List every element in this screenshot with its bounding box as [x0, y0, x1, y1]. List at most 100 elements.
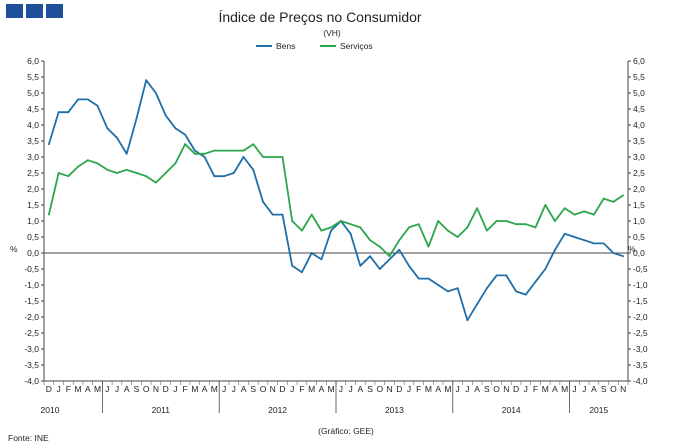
- data-point-bens: [57, 111, 60, 114]
- y-tick-label-right: -3,5: [633, 360, 648, 370]
- month-label: M: [191, 384, 198, 394]
- month-label: S: [134, 384, 140, 394]
- month-label: F: [66, 384, 71, 394]
- y-tick-label-left: 4,5: [27, 104, 39, 114]
- data-point-servicos: [164, 172, 167, 174]
- month-label: J: [524, 384, 528, 394]
- data-point-servicos: [106, 168, 109, 171]
- month-label: M: [542, 384, 549, 394]
- year-label: 2011: [152, 405, 171, 415]
- y-tick-label-right: -2,0: [633, 312, 648, 322]
- data-point-servicos: [505, 220, 508, 222]
- month-label: J: [115, 384, 119, 394]
- year-label: 2015: [589, 405, 608, 415]
- y-tick-label-left: 0,0: [27, 248, 39, 258]
- year-label: 2013: [385, 405, 404, 415]
- data-point-bens: [320, 258, 323, 261]
- data-point-bens: [583, 239, 586, 242]
- month-label: N: [503, 384, 509, 394]
- data-point-servicos: [602, 197, 605, 200]
- data-point-bens: [262, 200, 264, 203]
- month-label: M: [211, 384, 218, 394]
- chart-subtitle: (VH): [323, 28, 341, 38]
- data-point-servicos: [271, 156, 274, 158]
- month-label: J: [456, 384, 460, 394]
- data-point-bens: [573, 236, 576, 238]
- data-point-bens: [476, 303, 479, 306]
- data-point-bens: [398, 248, 401, 251]
- y-tick-label-right: 1,0: [633, 216, 645, 226]
- y-tick-label-right: 4,5: [633, 104, 645, 114]
- data-point-bens: [544, 268, 547, 270]
- data-point-servicos: [398, 239, 401, 242]
- data-point-servicos: [583, 210, 586, 213]
- data-point-bens: [77, 98, 79, 101]
- y-tick-label-right: 3,0: [633, 152, 645, 162]
- y-tick-label-left: -1,0: [24, 280, 39, 290]
- logo: [6, 4, 63, 18]
- data-point-servicos: [281, 156, 284, 158]
- month-label: J: [56, 384, 60, 394]
- data-point-bens: [427, 277, 430, 280]
- data-point-bens: [388, 258, 391, 261]
- y-tick-label-left: 5,5: [27, 72, 39, 82]
- month-label: F: [533, 384, 538, 394]
- y-tick-label-right: -0,5: [633, 264, 648, 274]
- legend-label-servicos: Serviços: [340, 41, 373, 51]
- data-point-servicos: [456, 236, 459, 238]
- data-point-bens: [524, 293, 527, 296]
- data-point-bens: [466, 319, 469, 322]
- month-label: J: [348, 384, 352, 394]
- month-label: M: [444, 384, 451, 394]
- data-point-servicos: [232, 149, 235, 152]
- data-point-bens: [369, 255, 371, 258]
- y-tick-label-right: 5,0: [633, 88, 645, 98]
- data-point-bens: [164, 114, 167, 117]
- data-point-bens: [135, 117, 138, 120]
- data-point-servicos: [67, 175, 70, 178]
- month-label: S: [484, 384, 490, 394]
- data-point-bens: [106, 127, 109, 130]
- data-point-bens: [515, 290, 517, 293]
- legend: Bens Serviços: [256, 41, 373, 51]
- data-point-bens: [281, 213, 284, 216]
- data-point-bens: [408, 264, 410, 267]
- month-label: J: [407, 384, 411, 394]
- data-point-bens: [330, 229, 333, 232]
- y-tick-label-right: -1,5: [633, 296, 648, 306]
- month-label: D: [163, 384, 169, 394]
- month-label: O: [260, 384, 267, 394]
- data-point-servicos: [262, 156, 264, 158]
- data-point-servicos: [563, 207, 566, 210]
- data-point-servicos: [369, 239, 371, 242]
- data-point-bens: [86, 98, 89, 101]
- data-point-servicos: [320, 229, 323, 232]
- y-tick-label-left: -1,5: [24, 296, 39, 306]
- data-point-servicos: [145, 175, 148, 178]
- data-point-bens: [193, 149, 196, 152]
- month-label: F: [416, 384, 421, 394]
- month-label: J: [105, 384, 109, 394]
- y-tick-label-left: -0,5: [24, 264, 39, 274]
- data-point-servicos: [47, 213, 50, 216]
- year-label: 2010: [41, 405, 60, 415]
- data-point-servicos: [593, 213, 595, 216]
- data-point-servicos: [184, 143, 187, 146]
- month-label: J: [582, 384, 586, 394]
- month-label: J: [339, 384, 343, 394]
- data-point-servicos: [612, 200, 615, 203]
- data-point-servicos: [135, 172, 138, 174]
- data-point-servicos: [437, 220, 440, 222]
- logo-block: [26, 4, 43, 18]
- month-label: D: [46, 384, 52, 394]
- data-point-servicos: [544, 204, 547, 206]
- data-point-servicos: [96, 162, 99, 165]
- data-point-bens: [116, 136, 118, 139]
- data-point-bens: [213, 175, 216, 178]
- data-point-bens: [291, 264, 294, 267]
- data-point-servicos: [573, 213, 576, 216]
- month-label: N: [386, 384, 392, 394]
- data-point-servicos: [193, 152, 196, 155]
- y-tick-label-left: -3,0: [24, 344, 39, 354]
- credit-note: (Gráfico: GEE): [318, 426, 374, 436]
